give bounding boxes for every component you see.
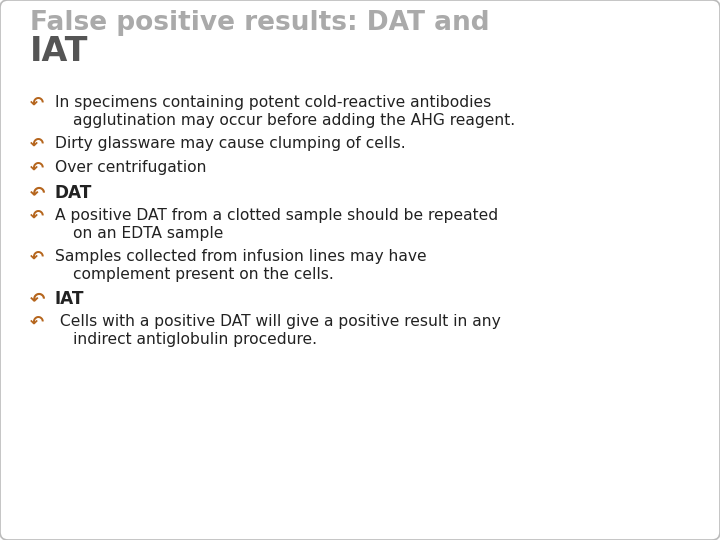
Text: DAT: DAT	[55, 184, 92, 202]
Text: In specimens containing potent cold-reactive antibodies: In specimens containing potent cold-reac…	[55, 95, 491, 110]
Text: on an EDTA sample: on an EDTA sample	[73, 226, 223, 241]
Text: ↶: ↶	[30, 314, 44, 332]
Text: IAT: IAT	[55, 290, 84, 308]
Text: ↶: ↶	[30, 136, 44, 154]
Text: False positive results: DAT and: False positive results: DAT and	[30, 10, 490, 36]
Text: Cells with a positive DAT will give a positive result in any: Cells with a positive DAT will give a po…	[55, 314, 500, 329]
Text: Samples collected from infusion lines may have: Samples collected from infusion lines ma…	[55, 249, 427, 264]
Text: IAT: IAT	[30, 35, 89, 68]
Text: ↶: ↶	[30, 184, 45, 202]
Text: ↶: ↶	[30, 160, 44, 178]
Text: Over centrifugation: Over centrifugation	[55, 160, 207, 175]
Text: agglutination may occur before adding the AHG reagent.: agglutination may occur before adding th…	[73, 113, 515, 128]
Text: complement present on the cells.: complement present on the cells.	[73, 267, 334, 282]
Text: ↶: ↶	[30, 208, 44, 226]
Text: ↶: ↶	[30, 290, 45, 308]
Text: indirect antiglobulin procedure.: indirect antiglobulin procedure.	[73, 332, 317, 347]
Text: A positive DAT from a clotted sample should be repeated: A positive DAT from a clotted sample sho…	[55, 208, 498, 223]
Text: ↶: ↶	[30, 95, 44, 113]
Text: ↶: ↶	[30, 249, 44, 267]
Text: Dirty glassware may cause clumping of cells.: Dirty glassware may cause clumping of ce…	[55, 136, 405, 151]
